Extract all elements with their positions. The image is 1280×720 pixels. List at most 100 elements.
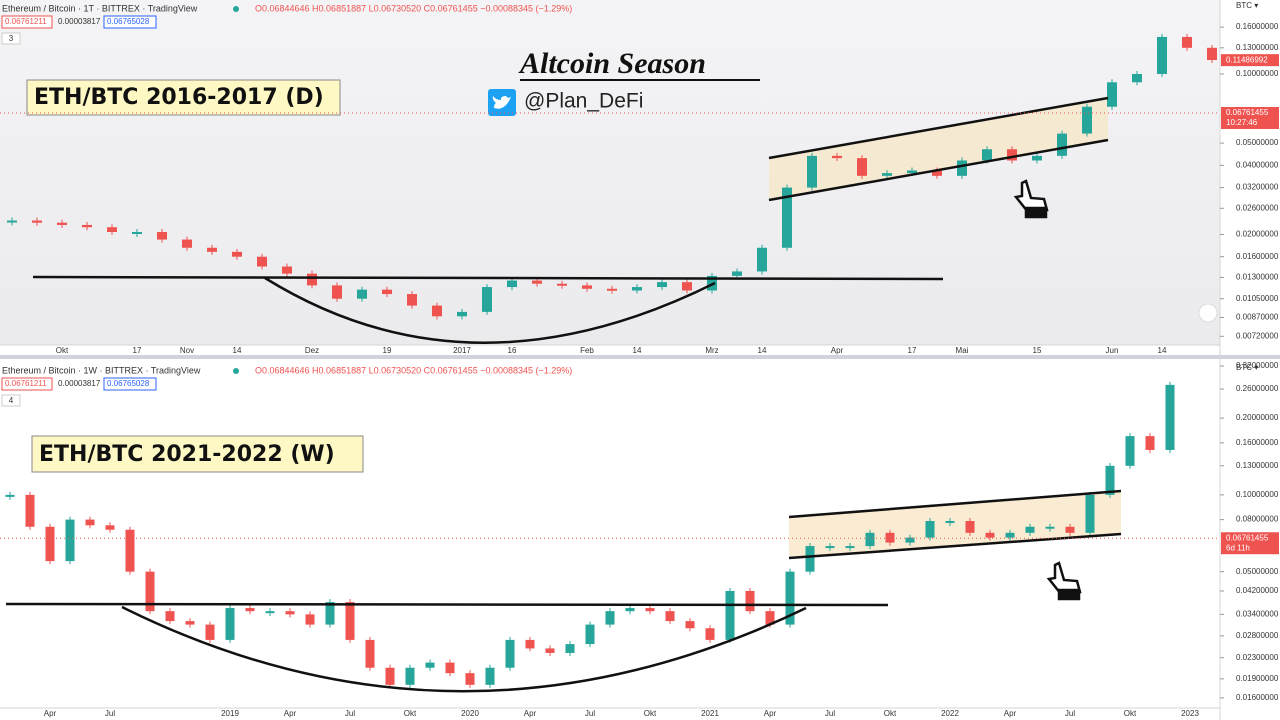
ohlc-label: O0.06844646 H0.06851887 L0.06730520 C0.0… (255, 3, 572, 13)
candle (445, 662, 455, 674)
price-tag (1221, 106, 1279, 129)
y-tick-label: 0.02300000 (1236, 653, 1279, 662)
candle (1085, 494, 1095, 533)
candle (857, 158, 867, 176)
scroll-button[interactable] (1198, 303, 1218, 323)
overlay-handle: @Plan_DeFi (524, 90, 643, 113)
candle (257, 256, 267, 267)
candle (1007, 149, 1017, 161)
candle (7, 220, 17, 223)
candle (532, 280, 542, 284)
candle (705, 628, 715, 640)
x-tick-label: 16 (508, 346, 517, 355)
candle (57, 222, 67, 225)
x-tick-label: Jul (585, 709, 595, 718)
candle (332, 285, 342, 299)
candle (665, 611, 675, 622)
annotation-label: ETH/BTC 2016-2017 (D) (34, 85, 324, 110)
candle (1157, 36, 1167, 74)
candle (965, 520, 975, 533)
candle (832, 155, 842, 159)
y-tick-label: 0.01600000 (1236, 252, 1279, 261)
candle (785, 571, 795, 625)
y-tick-label: 0.01900000 (1236, 674, 1279, 683)
candle (957, 160, 967, 176)
channel-upper (788, 489, 1122, 519)
candle (782, 187, 792, 248)
spread-label: 0.00003817 (58, 17, 101, 26)
candle (345, 602, 355, 640)
channel-lower (768, 138, 1109, 202)
y-tick-label: 0.00870000 (1236, 313, 1279, 322)
pane-separator (0, 355, 1280, 359)
candle (825, 546, 835, 549)
y-tick-label: 0.08000000 (1236, 515, 1279, 524)
candle (982, 149, 992, 161)
x-tick-label: 2022 (941, 709, 959, 718)
candle (225, 608, 235, 640)
x-tick-label: Mrz (705, 346, 718, 355)
candle (1105, 465, 1115, 495)
channel-fill (789, 491, 1121, 558)
candle (245, 608, 255, 612)
x-tick-label: Nov (180, 346, 194, 355)
hand-icon (1046, 561, 1082, 601)
candle (925, 520, 935, 538)
x-tick-label: 17 (908, 346, 917, 355)
symbol-label: Ethereum / Bitcoin · 1W · BITTREX · Trad… (2, 365, 201, 375)
candle (85, 519, 95, 526)
annotation-box (31, 435, 364, 473)
spread-label: 0.00003817 (58, 379, 101, 388)
cup-curve (264, 276, 716, 344)
indicator-badge[interactable] (1, 32, 21, 45)
candle (605, 611, 615, 625)
x-tick-label: Jul (825, 709, 835, 718)
x-tick-label: Apr (1004, 709, 1017, 718)
price-tag (1221, 532, 1279, 555)
candle (165, 611, 175, 622)
candle (405, 667, 415, 685)
x-tick-label: 17 (133, 346, 142, 355)
candle (357, 289, 367, 299)
x-tick-label: Jul (345, 709, 355, 718)
x-tick-label: Apr (831, 346, 844, 355)
candle (682, 282, 692, 291)
x-tick-label: 14 (758, 346, 767, 355)
candle (565, 644, 575, 653)
candle (485, 667, 495, 685)
candle (607, 288, 617, 291)
y-tick-label: 0.05000000 (1236, 567, 1279, 576)
status-dot (233, 368, 239, 374)
bid-label: 0.06761211 (5, 17, 47, 26)
ask-box (103, 377, 157, 391)
candle (125, 529, 135, 572)
status-dot (233, 6, 239, 12)
y-tick-label: 0.10000000 (1236, 69, 1279, 78)
candle (1207, 47, 1217, 61)
y-tick-label: 0.04200000 (1236, 586, 1279, 595)
price-tag-label: 0.11486992 (1226, 55, 1268, 64)
x-tick-label: Okt (644, 709, 657, 718)
candle (1025, 526, 1035, 533)
candle (382, 289, 392, 295)
channel-upper (768, 96, 1109, 160)
channel-fill (769, 98, 1108, 200)
candle (1165, 384, 1175, 450)
x-tick-label: Apr (764, 709, 777, 718)
candle (105, 525, 115, 530)
symbol-label: Ethereum / Bitcoin · 1T · BITTREX · Trad… (2, 3, 198, 13)
x-tick-label: Jul (105, 709, 115, 718)
candle (1125, 436, 1135, 466)
ohlc-label: O0.06844646 H0.06851887 L0.06730520 C0.0… (255, 365, 572, 375)
indicator-count: 3 (9, 34, 14, 43)
candle (805, 546, 815, 572)
candle (645, 608, 655, 612)
x-tick-label: Jun (1106, 346, 1119, 355)
candle (505, 639, 515, 668)
x-tick-label: Okt (56, 346, 69, 355)
candle (282, 266, 292, 274)
x-tick-label: 2017 (453, 346, 471, 355)
indicator-badge[interactable] (1, 394, 21, 407)
resistance-line (5, 602, 889, 607)
countdown-label: 6d 11h (1226, 543, 1250, 552)
